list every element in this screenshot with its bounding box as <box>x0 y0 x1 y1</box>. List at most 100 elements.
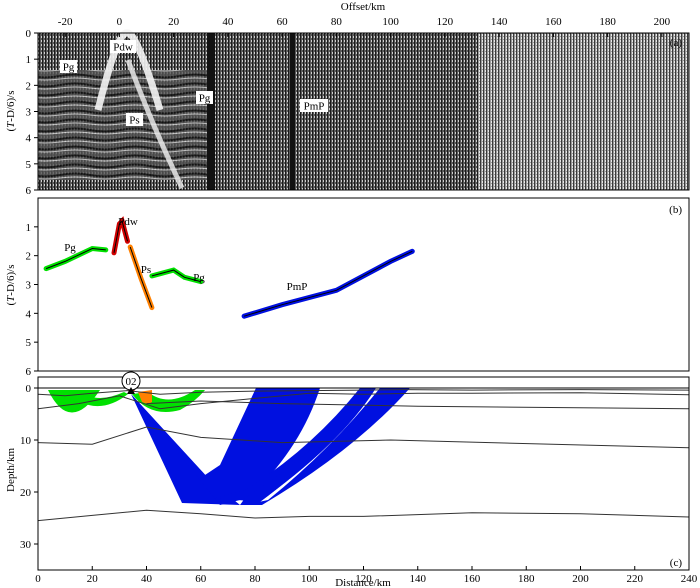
a-y-tick-label: 6 <box>26 185 32 197</box>
c-x-tick-label: 200 <box>572 573 589 585</box>
seismic-far-offset-noise <box>478 33 689 190</box>
velocity-boundaries <box>37 389 690 522</box>
panel-b-tag: (b) <box>669 204 682 216</box>
a-x-tick-label: 40 <box>222 16 234 28</box>
a-x-tick-label: 80 <box>331 16 343 28</box>
station-triangle <box>127 387 135 394</box>
a-x-tick-label: 100 <box>382 16 399 28</box>
a-y-tick-label: 4 <box>26 133 32 145</box>
phase-label-pg-left: Pg <box>60 60 77 74</box>
phase-b-pg-left: Pg <box>64 242 76 254</box>
phase-label-pdw: Pdw <box>110 40 136 54</box>
a-x-tick-label: 60 <box>277 16 289 28</box>
panel-c-y-ticks: 0 10 20 30 <box>20 383 38 551</box>
panel-a-x-title: Offset/km <box>341 1 386 13</box>
c-x-tick-label: 20 <box>87 573 99 585</box>
phase-b-ps: Ps <box>141 264 151 276</box>
panel-c-y-title: Depth/km <box>5 448 17 492</box>
b-y-tick-label: 1 <box>26 222 32 234</box>
c-x-tick-label: 0 <box>35 573 41 585</box>
b-y-tick-label: 2 <box>26 251 32 263</box>
panel-c-x-title: Distance/km <box>335 577 391 588</box>
boundary-0 <box>37 389 690 397</box>
panel-b-y-ticks: 1 2 3 4 5 6 <box>26 222 38 378</box>
svg-text:02: 02 <box>126 376 137 388</box>
ray-paths <box>48 388 410 505</box>
phase-b-pg-right: Pg <box>193 272 205 284</box>
calc-ps-2 <box>129 246 153 308</box>
boundary-4 <box>37 509 690 522</box>
station-marker: 02 <box>121 371 141 394</box>
b-y-tick-label: 5 <box>26 337 32 349</box>
pg-rays-right-2 <box>132 390 205 412</box>
c-x-tick-label: 60 <box>195 573 207 585</box>
calc-pdw-1 <box>113 220 128 253</box>
panel-a-x-ticks: -20 0 20 40 60 80 100 120 140 160 180 200 <box>58 16 671 37</box>
boundary-1 <box>37 392 690 410</box>
calc-pmp-4 <box>243 250 413 317</box>
b-y-tick-label: 4 <box>26 308 32 320</box>
c-x-tick-label: 160 <box>464 573 481 585</box>
boundary-2 <box>146 400 690 410</box>
panel-c: 0 20 40 60 80 100 120 140 160 180 200 220 240 010203… <box>5 371 698 588</box>
c-x-tick-label: 140 <box>410 573 427 585</box>
c-x-tick-label: 80 <box>250 573 262 585</box>
panel-a-tag: (a) <box>670 37 683 49</box>
panel-a-y-ticks: 0 1 2 3 4 5 6 <box>26 28 38 197</box>
pmp-rays-left-fan <box>131 394 240 505</box>
svg-text:Ps: Ps <box>129 115 139 127</box>
boundary-3 <box>37 426 690 449</box>
panel-a-y-title: (T-D/6)/s <box>5 91 17 132</box>
c-y-tick-label: 20 <box>20 487 32 499</box>
a-x-tick-label: 20 <box>168 16 180 28</box>
c-x-tick-label: 220 <box>627 573 644 585</box>
ps-wavefront <box>125 59 185 190</box>
c-x-tick-label: 240 <box>681 573 698 585</box>
c-y-tick-label: 30 <box>20 539 32 551</box>
picks-pmp-4 <box>241 248 415 319</box>
phase-label-pmp: PmP <box>300 99 328 113</box>
calc-pg-0 <box>45 247 106 270</box>
pmp-rays-main <box>131 388 320 505</box>
a-x-tick-label: 120 <box>437 16 454 28</box>
gain-stripe-2 <box>290 33 295 190</box>
a-x-tick-label: 140 <box>491 16 508 28</box>
a-y-tick-label: 2 <box>26 80 32 92</box>
svg-text:Pdw: Pdw <box>113 42 133 54</box>
a-y-tick-label: 5 <box>26 159 32 171</box>
seismic-near-wavefield <box>38 70 208 180</box>
b-y-tick-label: 6 <box>26 366 32 378</box>
a-y-tick-label: 3 <box>26 107 32 119</box>
gain-stripe-1 <box>207 33 215 190</box>
panel-b-y-title: (T-D/6)/s <box>5 265 17 306</box>
b-y-tick-label: 3 <box>26 280 32 292</box>
pmp-rays-far <box>245 388 410 505</box>
phase-label-ps: Ps <box>126 113 143 127</box>
panel-b: 1 2 3 4 5 6 (T-D/6)/s (b) Pdw Pg Ps Pg PmP <box>5 197 690 378</box>
svg-text:Pg: Pg <box>63 62 75 74</box>
c-x-tick-label: 100 <box>301 573 318 585</box>
c-x-tick-label: 120 <box>355 573 372 585</box>
a-x-tick-label: 160 <box>545 16 562 28</box>
panel-b-traveltime-curves <box>43 216 415 319</box>
calc-pg-3 <box>151 269 201 283</box>
a-x-tick-label: 200 <box>654 16 671 28</box>
a-y-tick-label: 1 <box>26 54 32 66</box>
a-y-tick-label: 0 <box>26 28 32 40</box>
a-x-tick-label: 180 <box>599 16 616 28</box>
c-x-tick-label: 40 <box>141 573 153 585</box>
a-x-tick-label: -20 <box>58 16 73 28</box>
a-x-tick-label: 0 <box>117 16 123 28</box>
phase-b-pdw: Pdw <box>118 216 138 228</box>
panel-a: -20 0 20 40 60 80 100 120 140 160 180 200 0 1 2 3 4 5 6 O… <box>5 1 690 197</box>
svg-text:PmP: PmP <box>304 101 325 113</box>
phase-b-pmp: PmP <box>287 281 308 293</box>
pmp-rays-outer <box>240 388 376 505</box>
c-y-tick-label: 10 <box>20 435 32 447</box>
panel-c-tag: (c) <box>670 557 683 569</box>
pmp-rays-lower <box>215 388 372 502</box>
panel-c-x-ticks: 0 20 40 60 80 100 120 140 160 180 200 220 240 <box>35 566 698 585</box>
c-x-tick-label: 180 <box>518 573 535 585</box>
c-y-tick-label: 0 <box>26 383 32 395</box>
